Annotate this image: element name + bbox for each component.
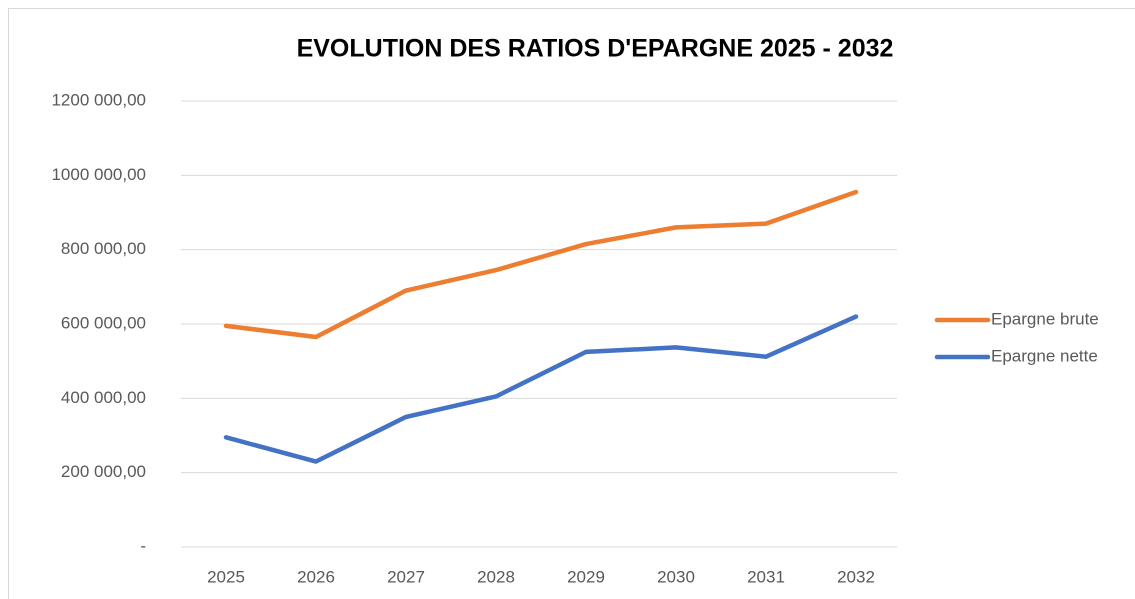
chart-frame [8,8,1135,599]
y-tick-label: 200 000,00 [61,462,146,481]
x-tick-label: 2030 [657,567,695,586]
x-tick-label: 2029 [567,567,605,586]
x-tick-label: 2027 [387,567,425,586]
y-tick-label: 1000 000,00 [51,165,146,184]
x-tick-label: 2032 [837,567,875,586]
y-tick-label: 400 000,00 [61,388,146,407]
x-tick-label: 2025 [207,567,245,586]
x-tick-label: 2026 [297,567,335,586]
chart-title: EVOLUTION DES RATIOS D'EPARGNE 2025 - 20… [297,35,894,63]
legend-label: Epargne brute [991,309,1099,328]
y-tick-label: 800 000,00 [61,239,146,258]
y-tick-label: - [140,536,146,555]
y-tick-label: 1200 000,00 [51,90,146,109]
x-tick-label: 2028 [477,567,515,586]
y-tick-label: 600 000,00 [61,313,146,332]
line-series [223,314,859,464]
legend-label: Epargne nette [991,346,1098,365]
x-tick-label: 2031 [747,567,785,586]
line-series [223,189,859,340]
